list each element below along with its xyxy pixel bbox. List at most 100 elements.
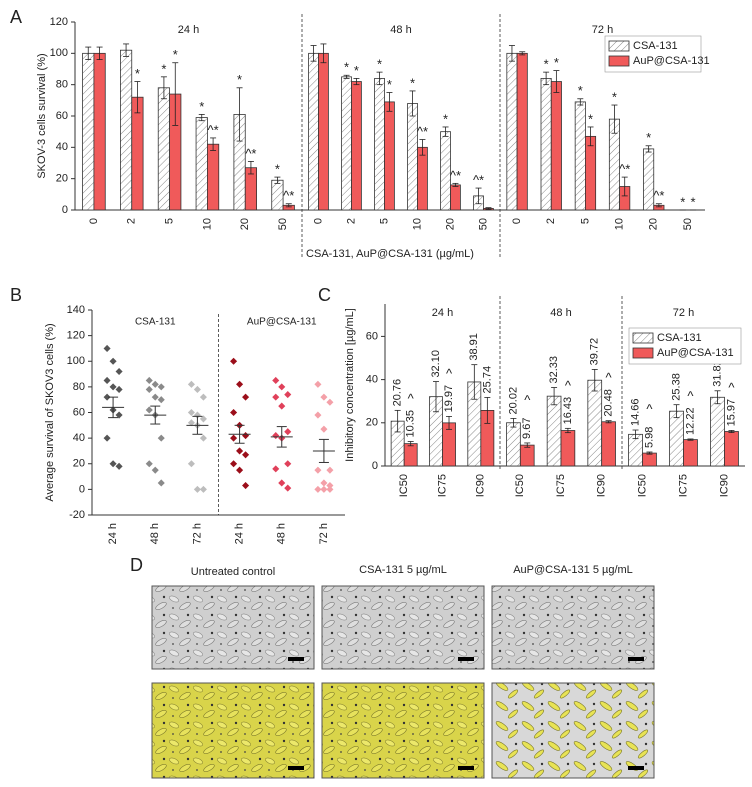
x-tick-label: 0 [511, 218, 523, 224]
x-tick-label: 20 [648, 218, 660, 230]
data-point [236, 447, 244, 455]
data-point [242, 481, 250, 490]
bar [643, 148, 655, 211]
panel-letter: C [318, 285, 331, 305]
data-point [242, 432, 250, 440]
bar [341, 76, 352, 211]
bar [308, 52, 319, 211]
value-label: 25.38 [670, 373, 682, 401]
bar [506, 422, 521, 467]
significance-mark: ^* [283, 188, 294, 203]
bar [560, 430, 576, 467]
y-tick-label: 40 [73, 432, 85, 444]
x-tick-label: 20 [239, 218, 251, 230]
x-tick-label: 2 [126, 218, 138, 224]
y-tick-label: 40 [56, 141, 68, 153]
data-point [187, 460, 195, 468]
micrograph-overlay [151, 682, 315, 779]
data-point [103, 434, 111, 442]
bar [506, 52, 518, 211]
facet-title: 72 h [592, 24, 613, 36]
value-label: 32.10 [430, 350, 442, 378]
significance-mark: ^* [245, 146, 256, 161]
value-label: 20.02 [507, 387, 519, 415]
data-point [103, 376, 111, 385]
micrograph-overlay [321, 682, 485, 779]
legend-label: CSA-131 [633, 40, 678, 52]
bar [587, 379, 603, 467]
significance-mark: ^* [473, 173, 484, 188]
bar [384, 101, 395, 211]
data-point [109, 383, 117, 391]
legend-label: AuP@CSA-131 [633, 55, 710, 67]
facet-title: 24 h [432, 307, 453, 319]
significance-mark: * [410, 75, 415, 90]
data-point [320, 425, 328, 433]
data-point [157, 383, 165, 391]
micrograph [321, 585, 485, 670]
data-point [242, 451, 250, 459]
y-axis-label: Average survival of SKOV3 cells (%) [44, 323, 56, 501]
data-point [230, 408, 238, 417]
data-point [151, 380, 159, 388]
significance-mark: * [646, 130, 651, 145]
significance-mark: ^ [408, 391, 415, 406]
significance-mark: * [691, 194, 696, 209]
x-tick-label: 72 h [318, 523, 330, 544]
x-tick-label: 50 [682, 218, 694, 230]
bar [516, 52, 528, 211]
value-label: 38.91 [468, 333, 480, 361]
significance-mark: * [173, 47, 178, 62]
bar [374, 78, 385, 211]
x-tick-label: IC90 [475, 474, 487, 497]
facet-title: 48 h [390, 24, 411, 36]
data-point [199, 485, 207, 493]
legend-label: AuP@CSA-131 [657, 347, 734, 359]
data-point [284, 484, 292, 492]
data-point [284, 391, 292, 399]
x-tick-label: 10 [613, 218, 625, 230]
data-point [320, 479, 328, 487]
data-point [151, 466, 159, 474]
significance-mark: * [578, 83, 583, 98]
bar [407, 103, 418, 211]
significance-mark: ^ [606, 370, 613, 385]
data-point [236, 466, 244, 474]
bar [540, 78, 552, 211]
significance-mark: * [680, 194, 685, 209]
data-point [199, 415, 207, 423]
scale-bar [458, 657, 474, 661]
data-point [278, 402, 286, 410]
data-point [284, 460, 292, 468]
data-point [326, 481, 334, 490]
data-point [157, 396, 165, 404]
value-label: 16.43 [562, 397, 574, 425]
facet-title: 48 h [550, 307, 571, 319]
data-point [314, 411, 322, 419]
legend-label: CSA-131 [657, 332, 702, 344]
bar [120, 49, 133, 211]
y-tick-label: 100 [50, 47, 68, 59]
significance-mark: * [387, 77, 392, 92]
significance-mark: ^* [653, 188, 664, 203]
significance-mark: * [344, 60, 349, 75]
significance-mark: * [135, 66, 140, 81]
x-tick-label: IC50 [514, 474, 526, 497]
x-tick-label: IC75 [677, 474, 689, 497]
x-tick-label: 24 h [107, 523, 119, 544]
bar [710, 396, 725, 467]
bar [195, 117, 208, 211]
data-point [230, 434, 238, 442]
significance-mark: * [354, 63, 359, 78]
x-tick-label: IC75 [555, 474, 567, 497]
panel-letter: A [10, 7, 22, 27]
significance-mark: ^* [208, 122, 219, 137]
y-tick-label: 0 [79, 483, 85, 495]
y-tick-label: 20 [56, 173, 68, 185]
y-tick-label: 60 [366, 330, 378, 342]
bar [601, 421, 616, 467]
bar [93, 52, 106, 211]
data-point [199, 434, 207, 442]
y-tick-label: -20 [69, 509, 85, 521]
significance-mark: ^ [728, 380, 735, 395]
